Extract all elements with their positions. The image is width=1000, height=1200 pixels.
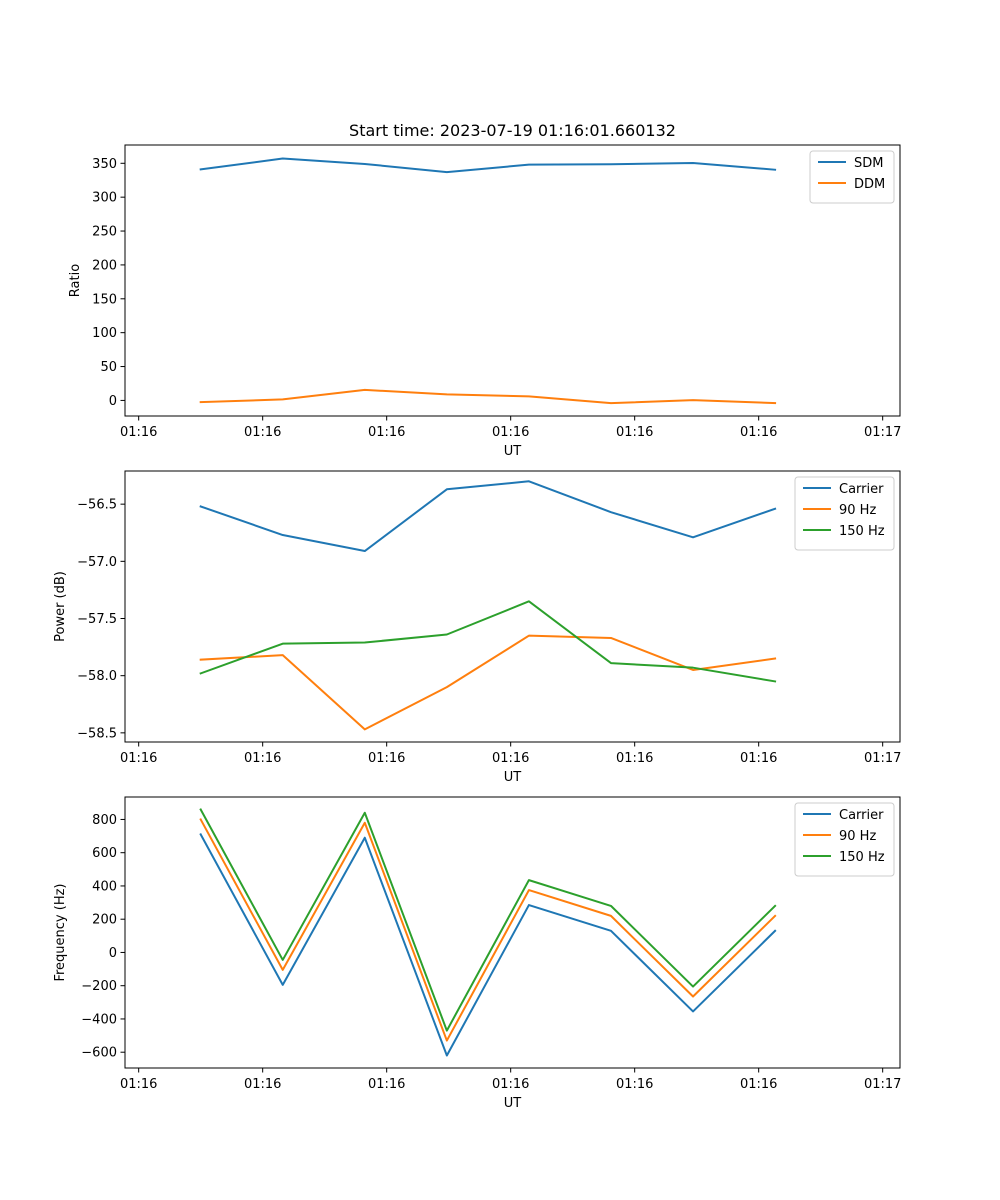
ratio-y-tick-label: 350 — [92, 157, 117, 172]
ratio-legend-label-sdm: SDM — [854, 156, 883, 171]
frequency-legend-frame — [794, 802, 895, 877]
ratio-legend: SDM DDM — [809, 150, 895, 204]
frequency-panel: 01:16 01:16 01:16 01:16 01:16 01:16 01:17 −600 −… — [53, 796, 901, 1111]
power-series-carrier-line — [199, 480, 777, 553]
power-y-axis-label: Power (dB) — [53, 571, 68, 642]
ratio-y-tick-label: 50 — [100, 360, 117, 375]
frequency-x-tick-label: 01:17 — [864, 1077, 901, 1092]
power-x-tick-label: 01:16 — [120, 751, 157, 766]
power-series-150-hz-line — [199, 600, 777, 683]
frequency-x-tick-label: 01:16 — [120, 1077, 157, 1092]
frequency-legend: Carrier 90 Hz 150 Hz — [794, 802, 895, 877]
frequency-y-tick-label: 400 — [92, 879, 117, 894]
ratio-x-tick-label: 01:17 — [864, 425, 901, 440]
ratio-x-tick-label: 01:16 — [616, 425, 653, 440]
chart-panels: 01:16 01:16 01:16 01:16 01:16 01:16 01:17 0 50 10… — [53, 144, 901, 1111]
ratio-y-tick-label: 150 — [92, 292, 117, 307]
power-y-tick-label: −56.5 — [77, 498, 117, 513]
ratio-legend-label-ddm: DDM — [854, 177, 885, 192]
frequency-x-tick-label: 01:16 — [740, 1077, 777, 1092]
power-y-tick-label: −58.0 — [77, 669, 117, 684]
power-x-tick-label: 01:16 — [740, 751, 777, 766]
frequency-y-tick-label: −600 — [81, 1046, 117, 1061]
power-legend: Carrier 90 Hz 150 Hz — [794, 476, 895, 551]
ratio-series-ddm-line — [199, 388, 777, 405]
ratio-axes-frame — [124, 144, 901, 417]
frequency-y-tick-label: 600 — [92, 846, 117, 861]
ratio-panel: 01:16 01:16 01:16 01:16 01:16 01:16 01:17 0 50 10… — [68, 144, 901, 459]
power-y-tick-label: −57.5 — [77, 612, 117, 627]
frequency-series-90-hz-line — [199, 818, 777, 1042]
ratio-x-tick-label: 01:16 — [244, 425, 281, 440]
frequency-legend-label-carrier: Carrier — [839, 808, 884, 823]
frequency-y-tick-label: 200 — [92, 913, 117, 928]
figure-title: Start time: 2023-07-19 01:16:01.660132 — [349, 121, 676, 140]
ratio-y-tick-label: 200 — [92, 258, 117, 273]
frequency-series-150-hz-line — [199, 808, 777, 1032]
ratio-x-axis-label: UT — [504, 444, 522, 459]
power-x-axis-label: UT — [504, 770, 522, 785]
frequency-y-tick-label: −400 — [81, 1012, 117, 1027]
ratio-x-tick-label: 01:16 — [368, 425, 405, 440]
frequency-legend-label-150-hz: 150 Hz — [839, 850, 885, 865]
frequency-y-tick-label: 0 — [109, 946, 117, 961]
ratio-y-tick-label: 100 — [92, 326, 117, 341]
power-legend-label-90-hz: 90 Hz — [839, 503, 876, 518]
ratio-y-tick-label: 300 — [92, 191, 117, 206]
power-x-tick-label: 01:16 — [244, 751, 281, 766]
frequency-y-tick-label: −200 — [81, 979, 117, 994]
ratio-y-axis-label: Ratio — [68, 264, 83, 297]
ratio-y-tick-label: 250 — [92, 225, 117, 240]
ratio-series-sdm-line — [199, 157, 777, 174]
power-x-tick-label: 01:16 — [368, 751, 405, 766]
power-y-tick-label: −58.5 — [77, 726, 117, 741]
ratio-x-tick-label: 01:16 — [120, 425, 157, 440]
ratio-legend-frame — [809, 150, 895, 204]
frequency-x-tick-label: 01:16 — [244, 1077, 281, 1092]
power-legend-label-carrier: Carrier — [839, 482, 884, 497]
frequency-y-tick-label: 800 — [92, 813, 117, 828]
ratio-x-tick-label: 01:16 — [492, 425, 529, 440]
frequency-x-axis-label: UT — [504, 1096, 522, 1111]
power-legend-frame — [794, 476, 895, 551]
ratio-x-tick-label: 01:16 — [740, 425, 777, 440]
ratio-y-tick-label: 0 — [109, 394, 117, 409]
power-axes-frame — [124, 470, 901, 743]
power-panel: 01:16 01:16 01:16 01:16 01:16 01:16 01:17 −58.5… — [53, 470, 901, 785]
power-legend-label-150-hz: 150 Hz — [839, 524, 885, 539]
frequency-axes-frame — [124, 796, 901, 1069]
frequency-x-tick-label: 01:16 — [368, 1077, 405, 1092]
frequency-x-tick-label: 01:16 — [616, 1077, 653, 1092]
frequency-y-axis-label: Frequency (Hz) — [53, 883, 68, 981]
frequency-x-tick-label: 01:16 — [492, 1077, 529, 1092]
power-y-tick-label: −57.0 — [77, 555, 117, 570]
power-x-tick-label: 01:16 — [616, 751, 653, 766]
frequency-legend-label-90-hz: 90 Hz — [839, 829, 876, 844]
frequency-series-carrier-line — [199, 833, 777, 1057]
power-x-tick-label: 01:16 — [492, 751, 529, 766]
power-x-tick-label: 01:17 — [864, 751, 901, 766]
power-series-90-hz-line — [199, 634, 777, 731]
